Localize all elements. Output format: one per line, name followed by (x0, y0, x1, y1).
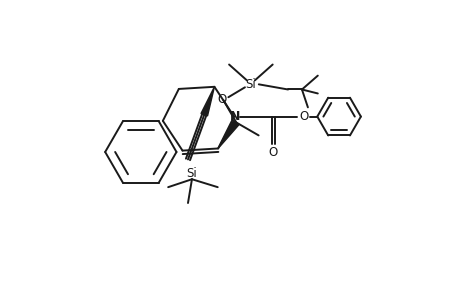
Text: O: O (268, 146, 277, 159)
Text: O: O (299, 110, 308, 123)
Text: Si: Si (245, 78, 256, 91)
Text: Si: Si (186, 167, 197, 180)
Polygon shape (218, 121, 239, 148)
Text: N: N (230, 110, 240, 123)
Text: O: O (218, 93, 227, 106)
Polygon shape (201, 87, 214, 116)
